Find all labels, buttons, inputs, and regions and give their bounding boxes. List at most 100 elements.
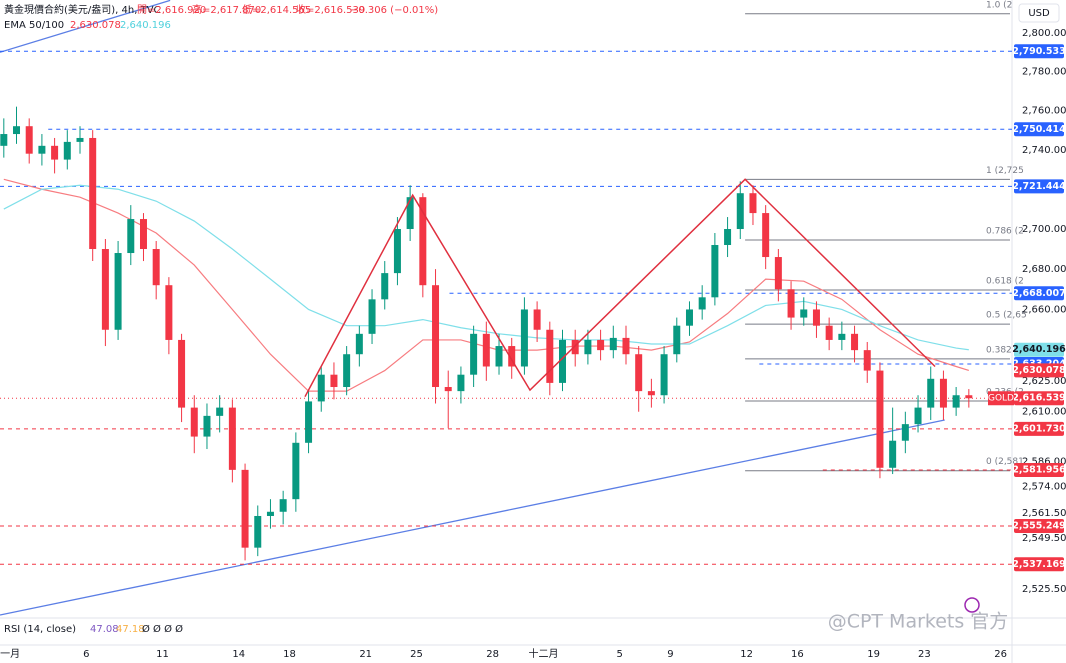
price-box [1014,342,1064,357]
candle-body [139,219,147,250]
x-tick-label: 6 [83,649,89,660]
candle-body [952,395,960,408]
candle-body [901,424,909,441]
price-box [1014,518,1064,533]
candle-body [749,193,757,214]
candle-body [914,407,922,425]
rsi-value: 47.08 [90,624,119,635]
candle-body [368,299,376,334]
symbol-tag: GOLD [988,394,1014,404]
y-tick-label: 2,525.500 [1022,584,1066,595]
price-box-label: 2,555.249 [1012,520,1066,531]
candle-body [508,346,516,367]
y-tick-label: 2,574.000 [1022,482,1066,493]
trendline [0,419,945,616]
x-tick-label: 9 [667,649,673,660]
candle-body [254,515,262,548]
price-box [1014,363,1064,378]
candle-body [13,126,21,135]
candle-body [63,141,71,160]
y-tick-label: 2,625.000 [1022,376,1066,387]
candle-body [800,309,808,318]
candle-body [178,339,186,408]
x-tick-label: 28 [486,649,499,660]
candle-body [787,289,795,318]
candle-body [127,219,135,254]
candle-body [546,329,554,383]
candle-body [838,333,846,340]
fib-label: 0.5 (2,65 [986,311,1027,321]
candle-body [114,253,122,330]
candle-body [927,378,935,408]
rsi-extra: Ø Ø Ø Ø [142,623,183,635]
x-tick-label: 一月 [0,648,20,660]
y-tick-label: 2,780.000 [1022,67,1066,78]
candle-body [393,229,401,274]
close: 收=2,616.539 [296,3,365,16]
y-tick-label: 2,660.000 [1022,304,1066,315]
candle-body [609,337,617,351]
candle-body [851,333,859,351]
candle-body [38,145,46,154]
candle-body [216,407,224,416]
candle-body [660,354,668,396]
candle-body [101,249,109,330]
candle-body [432,285,440,388]
candle-body [825,325,833,340]
y-tick-label: 2,561.500 [1022,508,1066,519]
y-tick-label: 2,800.000 [1022,28,1066,39]
candle-body [495,346,503,367]
candle-body [0,134,8,146]
price-box [1014,286,1064,301]
candle-body [419,197,427,286]
price-box-label: 2,668.007 [1012,288,1066,299]
candle-body [698,297,706,310]
price-box [1014,391,1064,406]
price-box-label: 2,630.078 [1012,365,1066,376]
currency[interactable]: USD [1028,8,1050,19]
candle-body [470,333,478,375]
candle-body [939,378,947,408]
candle-body [965,395,973,399]
candle-body [152,249,160,286]
price-box-label: 2,640.196 [1012,344,1066,355]
price-box [1014,179,1064,194]
candle-body [812,309,820,326]
ema-50-value: 2,630.078 [70,20,121,31]
candle-body [685,309,693,326]
price-box [1014,557,1064,572]
candle-body [343,354,351,388]
price-box [1014,122,1064,137]
price-box-label: 2,616.539 [1012,393,1066,404]
candle-body [673,325,681,355]
candle-body [51,145,59,160]
x-tick-label: 16 [791,649,804,660]
x-tick-label: 12 [740,649,753,660]
candle-body [724,229,732,246]
x-tick-label: 26 [994,649,1007,660]
candle-body [533,309,541,330]
y-tick-label: 2,740.000 [1022,145,1066,156]
plot-area: 1.0 (2 1 (2,725 0.786 (2 0.618 (2 0.5 (2,65 0… [0,0,1027,616]
candle-body [647,391,655,396]
x-tick-label: 5 [616,649,622,660]
candle-body [228,407,236,470]
candle-body [279,499,287,512]
y-tick-label: 2,680.000 [1022,264,1066,275]
candle-body [457,374,465,392]
x-tick-label: 18 [283,649,296,660]
candle-body [889,440,897,468]
fib-label: 0.618 (2 [986,277,1024,287]
rsi-legend: RSI (14, close) [4,624,76,635]
fib-label: 0 (2,581 [986,457,1024,467]
currency-box[interactable] [1018,3,1060,23]
candle-body [165,285,173,340]
price-box [1014,462,1064,477]
candle-body [559,339,567,383]
y-tick-label: 2,586.000 [1022,457,1066,468]
alert-icon[interactable] [964,597,980,613]
candle-body [381,273,389,300]
fib-label: 1.0 (2 [986,0,1012,10]
candle-body [597,339,605,351]
